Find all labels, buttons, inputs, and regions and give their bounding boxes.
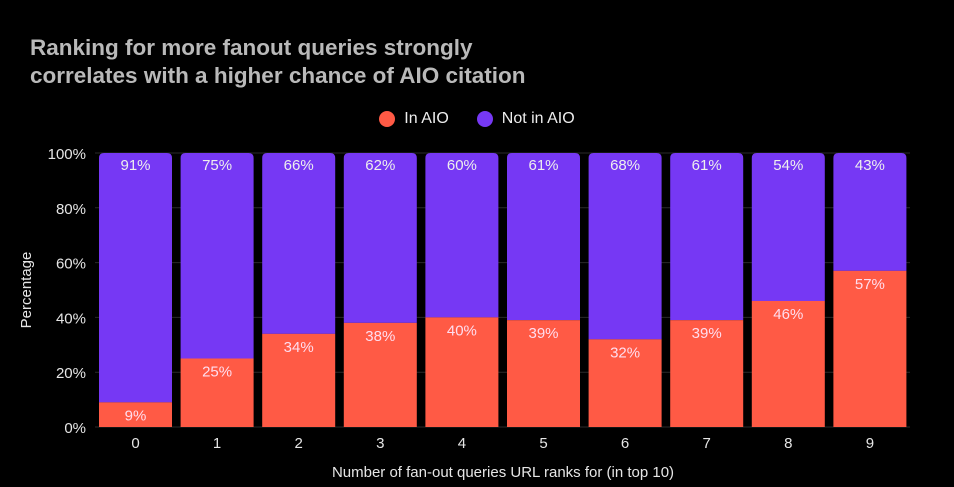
data-label-not-in-aio: 61% [528, 157, 558, 174]
bar-in-aio [425, 317, 499, 427]
bar-not-in-aio [343, 153, 417, 323]
bar-not-in-aio [180, 153, 254, 359]
x-tick-label: 5 [539, 435, 547, 452]
data-label-in-aio: 9% [125, 407, 147, 424]
bar-not-in-aio [262, 153, 336, 334]
y-tick-label: 80% [56, 201, 86, 218]
bar-in-aio [751, 300, 825, 427]
y-tick-label: 100% [48, 146, 86, 163]
legend-item-not-in-aio: Not in AIO [476, 110, 575, 128]
x-tick-label: 0 [131, 435, 139, 452]
data-label-not-in-aio: 43% [855, 157, 885, 174]
bar-not-in-aio [425, 153, 499, 318]
legend-item-in-aio: In AIO [379, 110, 449, 128]
legend-label-not-in-aio: Not in AIO [501, 110, 575, 127]
bar-not-in-aio [670, 153, 744, 321]
data-label-in-aio: 40% [447, 322, 477, 339]
data-label-in-aio: 25% [202, 364, 232, 381]
bar-in-aio [99, 402, 172, 427]
data-label-in-aio: 57% [855, 276, 885, 293]
bar-in-aio [670, 320, 744, 427]
x-tick-label: 8 [784, 435, 792, 452]
bar-not-in-aio [833, 153, 907, 271]
x-tick-label: 2 [295, 435, 303, 452]
x-tick-label: 9 [866, 435, 874, 452]
y-axis-label: Percentage [18, 252, 35, 329]
y-tick-label: 60% [56, 256, 86, 273]
legend-swatch-not-in-aio [476, 111, 493, 127]
data-label-in-aio: 34% [284, 339, 314, 356]
data-label-not-in-aio: 68% [610, 157, 640, 174]
bar-in-aio [833, 270, 907, 427]
x-axis-label: Number of fan-out queries URL ranks for … [332, 464, 674, 481]
data-label-not-in-aio: 60% [447, 157, 477, 174]
data-label-in-aio: 39% [692, 325, 722, 342]
bar-in-aio [588, 339, 662, 427]
bar-in-aio [180, 358, 254, 427]
data-label-in-aio: 39% [528, 325, 558, 342]
bar-not-in-aio [588, 153, 662, 340]
x-tick-label: 7 [703, 435, 711, 452]
legend: In AIO Not in AIO [0, 110, 954, 128]
legend-label-in-aio: In AIO [404, 110, 449, 127]
y-tick-label: 40% [56, 310, 86, 327]
bar-not-in-aio [751, 153, 825, 301]
data-label-in-aio: 38% [365, 328, 395, 345]
x-tick-label: 3 [376, 435, 384, 452]
data-label-in-aio: 32% [610, 344, 640, 361]
y-tick-label: 0% [64, 420, 86, 437]
legend-swatch-in-aio [379, 111, 396, 127]
data-label-not-in-aio: 62% [365, 157, 395, 174]
data-label-not-in-aio: 75% [202, 157, 232, 174]
bar-in-aio [507, 320, 580, 427]
chart-title: Ranking for more fanout queries strongly… [30, 34, 526, 90]
data-label-not-in-aio: 66% [284, 157, 314, 174]
y-tick-label: 20% [56, 365, 86, 382]
bar-not-in-aio [99, 153, 172, 403]
x-tick-label: 1 [213, 435, 221, 452]
x-tick-label: 4 [458, 435, 466, 452]
bar-in-aio [343, 322, 417, 427]
x-tick-label: 6 [621, 435, 629, 452]
chart-title-line-2: correlates with a higher chance of AIO c… [30, 63, 526, 88]
bar-in-aio [262, 333, 336, 427]
data-label-not-in-aio: 54% [773, 157, 803, 174]
chart-title-line-1: Ranking for more fanout queries strongly [30, 35, 473, 60]
bar-not-in-aio [507, 153, 580, 321]
data-label-in-aio: 46% [773, 306, 803, 323]
data-label-not-in-aio: 91% [120, 157, 150, 174]
data-label-not-in-aio: 61% [692, 157, 722, 174]
